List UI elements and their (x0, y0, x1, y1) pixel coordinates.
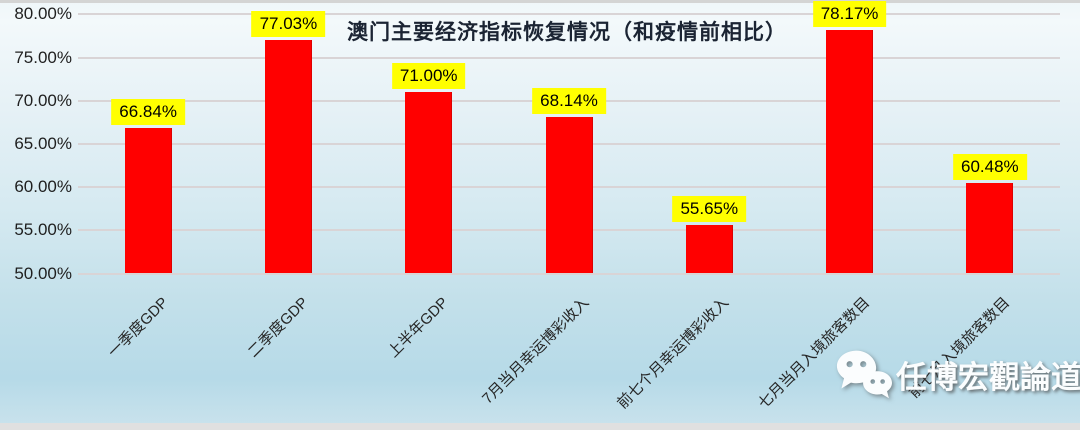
bar-value-label: 60.48% (953, 153, 1027, 180)
bar (545, 116, 593, 274)
bar-value-label: 68.14% (532, 87, 606, 114)
bar (966, 182, 1014, 274)
gridline (78, 56, 1060, 59)
y-tick-label: 70.00% (14, 90, 72, 110)
x-category-label: 上半年GDP (385, 294, 452, 361)
bar-value-label: 66.84% (111, 99, 185, 125)
gridline (78, 272, 1060, 275)
bar (826, 30, 874, 274)
bar-value-label: 71.00% (391, 63, 466, 90)
wechat-icon (836, 350, 892, 399)
x-category-label: 一季度GDP (104, 294, 172, 361)
bar-value-label: 77.03% (251, 10, 326, 37)
y-tick-label: 65.00% (14, 133, 72, 153)
y-tick-label: 60.00% (14, 177, 72, 197)
bar (264, 39, 312, 274)
top-edge-strip (0, 0, 1080, 3)
bar (685, 224, 733, 274)
bar (124, 128, 172, 274)
bar-value-label: 78.17% (812, 1, 887, 28)
bar (405, 92, 453, 274)
x-category-label: 二季度GDP (244, 294, 312, 361)
gridline (78, 13, 1060, 16)
x-category-label: 7月当月幸运博彩收入 (478, 294, 593, 408)
y-tick-label: 50.00% (14, 263, 72, 283)
x-category-label: 前七个月幸运博彩收入 (614, 294, 733, 413)
bottom-edge-strip (0, 423, 1080, 430)
y-tick-label: 80.00% (14, 4, 72, 24)
watermark-text: 任博宏觀論道 (896, 359, 1080, 395)
watermark: 任博宏觀論道 (836, 348, 1080, 400)
chart-title: 澳门主要经济指标恢复情况（和疫情前相比） (347, 20, 787, 44)
y-tick-label: 55.00% (14, 220, 72, 240)
y-tick-label: 75.00% (14, 47, 72, 67)
bar-value-label: 55.65% (672, 195, 747, 222)
